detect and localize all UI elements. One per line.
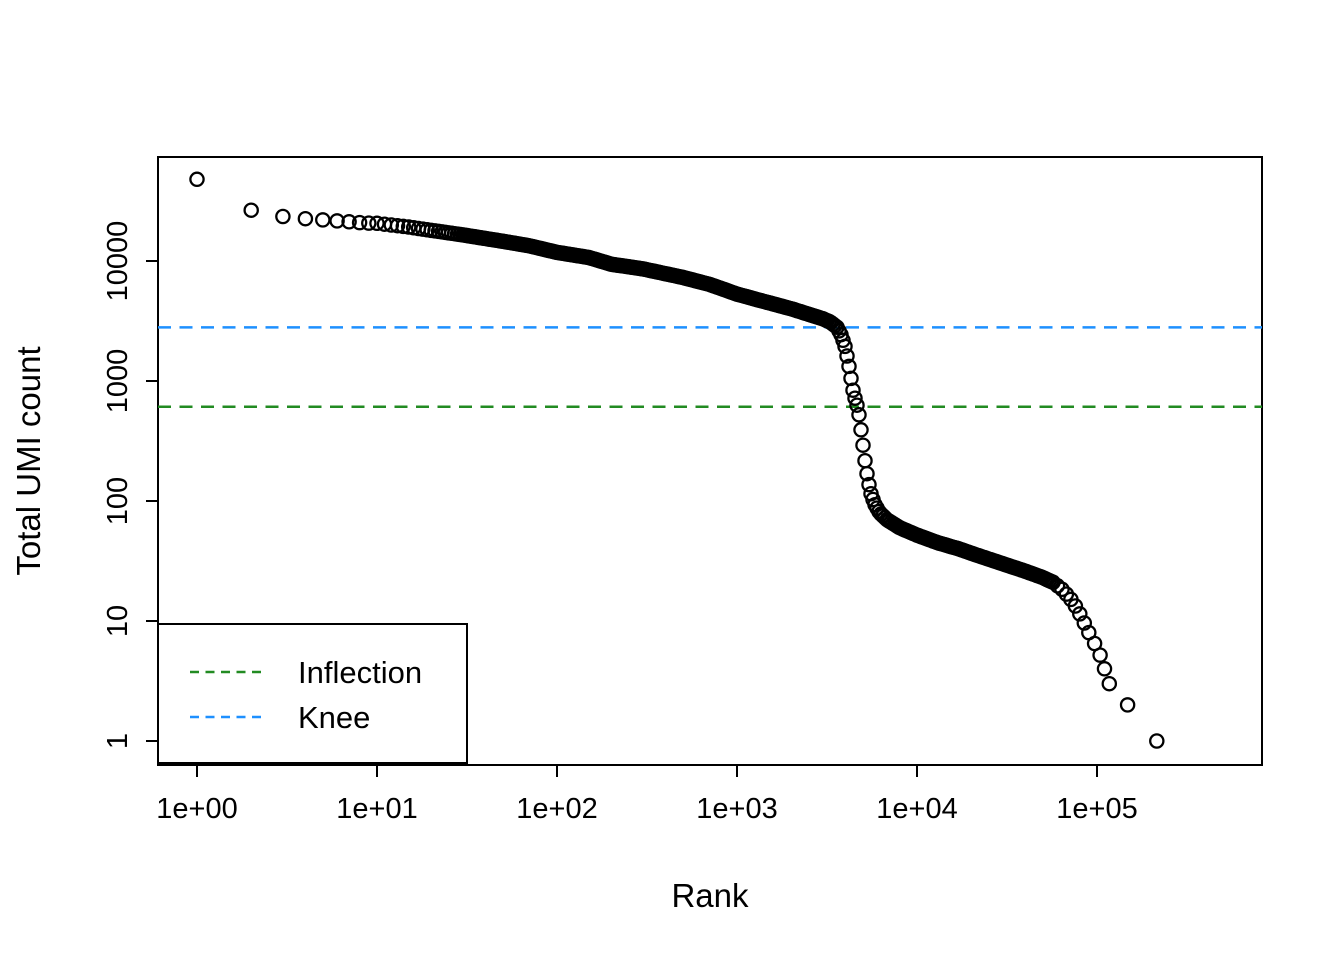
y-tick-label: 1000 (102, 349, 134, 414)
data-point (853, 422, 869, 438)
inflection-legend-label: Inflection (298, 655, 422, 690)
data-point (297, 210, 314, 227)
x-tick-label: 1e+00 (156, 793, 237, 825)
y-axis: 1 10 100 1000 10000 (102, 221, 158, 749)
data-points (189, 171, 1165, 749)
data-point (847, 390, 863, 406)
y-tick-label: 1 (102, 733, 134, 749)
x-tick-label: 1e+05 (1056, 793, 1137, 825)
x-tick-label: 1e+01 (336, 793, 417, 825)
data-point (369, 215, 385, 232)
data-point (315, 212, 331, 228)
legend-box (157, 623, 468, 764)
data-point (1067, 598, 1084, 614)
data-point (1072, 606, 1088, 622)
data-point (859, 465, 875, 482)
data-point (851, 407, 867, 423)
data-point (275, 208, 291, 225)
data-point (1119, 697, 1136, 713)
data-point (839, 348, 855, 364)
data-point (1101, 675, 1118, 692)
data-point (855, 437, 871, 453)
data-point (351, 214, 368, 231)
y-tick-label: 100 (102, 477, 134, 525)
x-tick-label: 1e+04 (876, 793, 957, 825)
data-point (1096, 661, 1113, 677)
y-tick-label: 10000 (102, 221, 134, 302)
y-tick-label: 10 (102, 605, 134, 637)
x-axis-title: Rank (671, 877, 749, 914)
data-point (395, 218, 412, 235)
data-point (361, 215, 377, 231)
data-point (849, 397, 865, 413)
data-point (1149, 733, 1165, 749)
data-point (1054, 581, 1070, 598)
data-point (845, 382, 861, 398)
data-point (1076, 615, 1093, 631)
plot-box (157, 156, 1263, 766)
data-point (861, 476, 877, 493)
data-point (341, 214, 357, 230)
legend: Inflection Knee (157, 623, 468, 764)
x-tick-label: 1e+03 (696, 793, 777, 825)
data-point (837, 338, 853, 355)
knee-legend-label: Knee (298, 700, 370, 735)
x-tick-label: 1e+02 (516, 793, 597, 825)
data-point (857, 452, 873, 469)
y-axis-title: Total UMI count (10, 346, 47, 575)
data-point (1092, 647, 1108, 663)
x-axis: 1e+00 1e+01 1e+02 1e+03 1e+04 1e+05 (156, 765, 1138, 825)
data-point (243, 202, 259, 218)
data-point (189, 171, 205, 188)
data-point (389, 217, 406, 234)
